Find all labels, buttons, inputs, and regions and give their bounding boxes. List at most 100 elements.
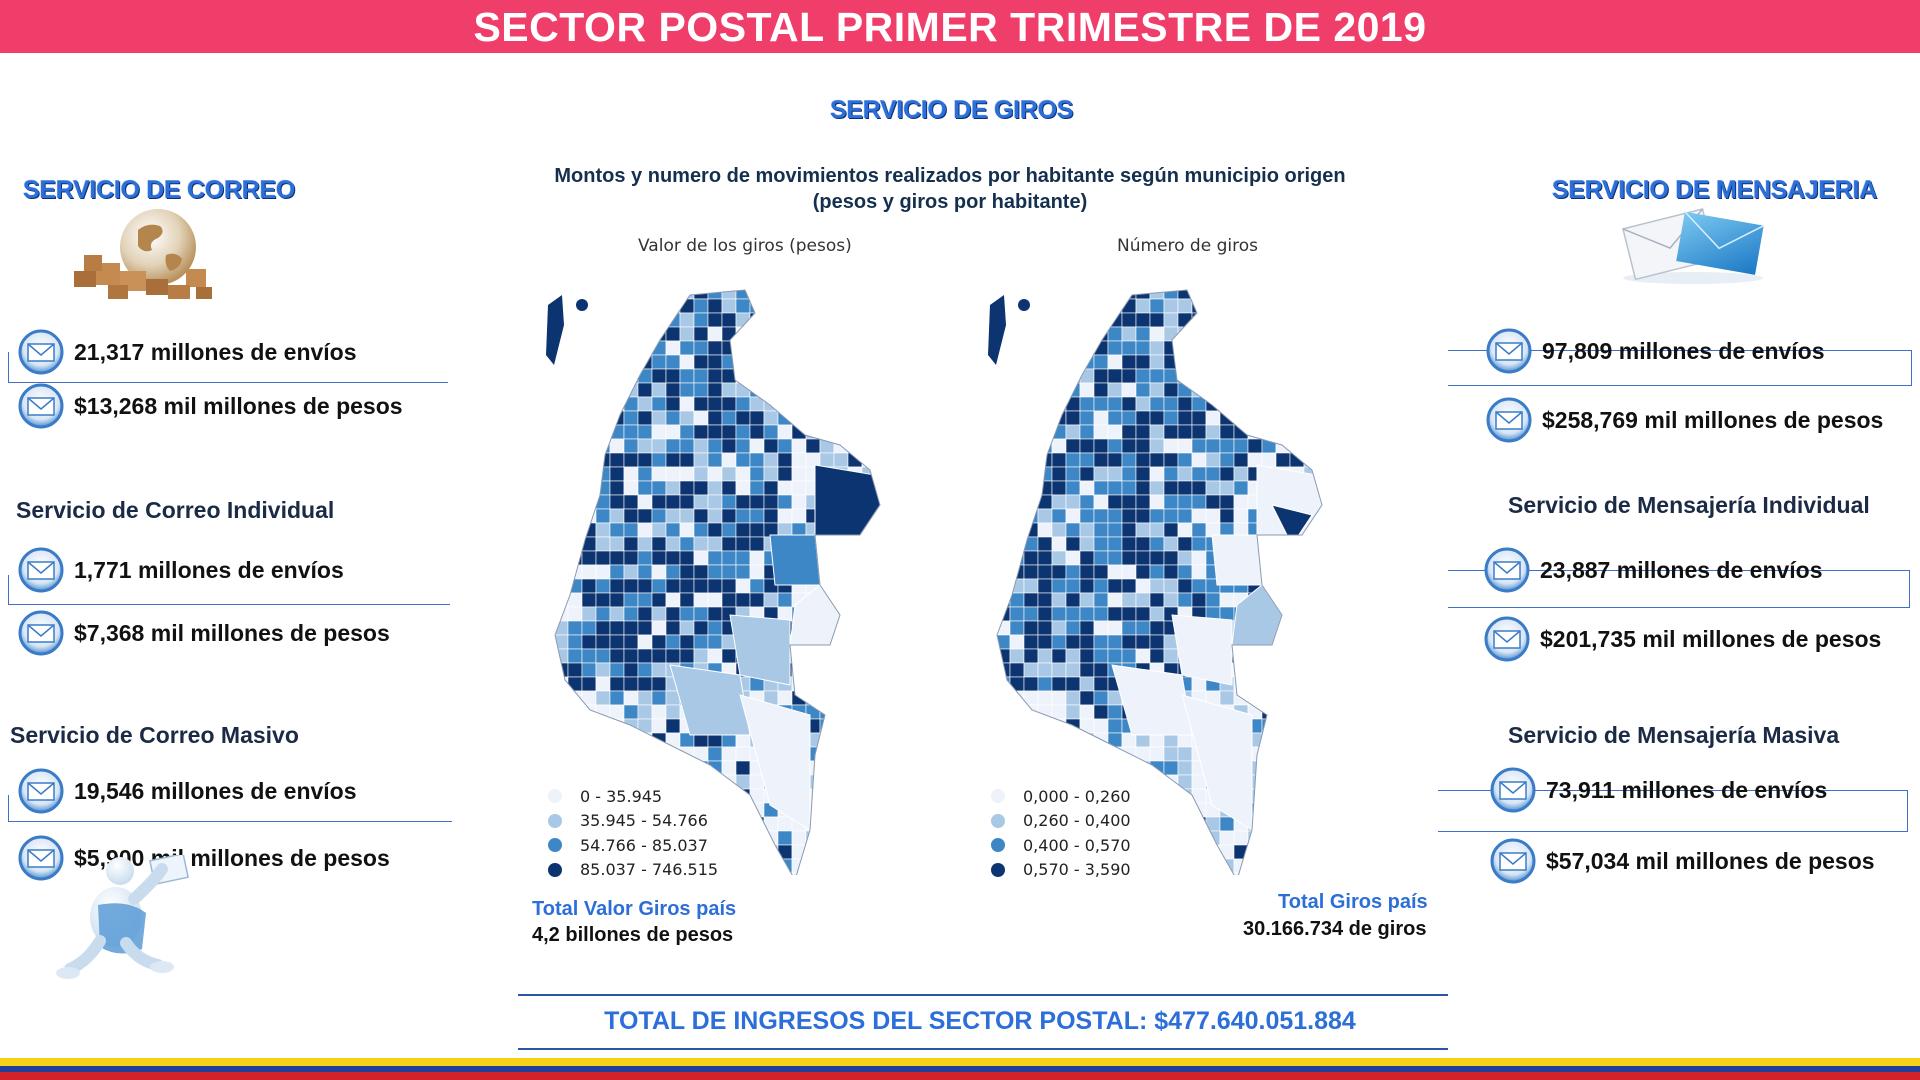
municipality-cell — [651, 494, 667, 510]
municipality-cell — [540, 383, 554, 397]
municipality-cell — [1247, 452, 1263, 468]
municipality-cell — [791, 326, 807, 342]
municipality-cell — [1275, 816, 1291, 832]
municipality-cell — [833, 592, 849, 608]
municipality-cell — [555, 550, 569, 566]
municipality-cell — [1317, 354, 1322, 370]
map-label-valor: Valor de los giros (pesos) — [638, 236, 852, 256]
municipality-cell — [982, 691, 996, 705]
municipality-cell — [623, 396, 639, 412]
municipality-cell — [1205, 326, 1221, 342]
municipality-cell — [777, 480, 793, 496]
municipality-cell — [1177, 578, 1193, 594]
municipality-cell — [595, 564, 611, 580]
municipality-cell — [651, 312, 667, 328]
municipality-cell — [1177, 424, 1193, 440]
municipality-cell — [1303, 648, 1319, 664]
municipality-cell — [540, 411, 554, 425]
municipality-cell — [1317, 858, 1322, 874]
municipality-cell — [1177, 508, 1193, 524]
municipality-cell — [609, 760, 625, 776]
municipality-cell — [861, 326, 877, 342]
envelope-icon — [1484, 547, 1530, 593]
municipality-cell — [847, 774, 863, 790]
municipality-cell — [1275, 844, 1291, 860]
municipality-cell — [567, 494, 583, 510]
municipality-cell — [665, 298, 681, 314]
municipality-cell — [982, 607, 996, 621]
municipality-cell — [1219, 816, 1235, 832]
municipality-cell — [1037, 452, 1053, 468]
municipality-cell — [1317, 290, 1322, 300]
municipality-cell — [555, 522, 569, 538]
municipality-cell — [861, 858, 877, 874]
municipality-cell — [763, 368, 779, 384]
municipality-cell — [735, 564, 751, 580]
municipality-cell — [735, 816, 751, 832]
municipality-cell — [875, 312, 880, 328]
municipality-cell — [1261, 676, 1277, 692]
municipality-cell — [651, 452, 667, 468]
municipality-cell — [1191, 340, 1207, 356]
municipality-cell — [1065, 480, 1081, 496]
municipality-cell — [1233, 326, 1249, 342]
municipality-cell — [1177, 368, 1193, 384]
municipality-cell — [982, 523, 996, 537]
municipality-cell — [693, 634, 709, 650]
municipality-cell — [555, 494, 569, 510]
municipality-cell — [777, 354, 793, 370]
municipality-cell — [875, 634, 880, 650]
municipality-cell — [555, 354, 569, 370]
envelope-icon — [1490, 767, 1536, 813]
correo-individual-title: Servicio de Correo Individual — [16, 497, 335, 523]
municipality-cell — [609, 396, 625, 412]
municipality-cell — [707, 564, 723, 580]
municipality-cell — [1303, 662, 1319, 678]
municipality-cell — [555, 438, 569, 454]
municipality-cell — [861, 704, 877, 720]
municipality-cell — [665, 410, 681, 426]
municipality-cell — [749, 494, 765, 510]
mensajeria-total-bracket — [1448, 350, 1912, 386]
municipality-cell — [637, 634, 653, 650]
municipality-cell — [1135, 830, 1151, 846]
municipality-cell — [819, 690, 835, 706]
municipality-cell — [1177, 298, 1193, 314]
municipality-cell — [777, 290, 793, 300]
municipality-cell — [1303, 858, 1319, 874]
municipality-cell — [1051, 550, 1067, 566]
municipality-cell — [595, 732, 611, 748]
municipality-cell — [890, 341, 904, 355]
municipality-cell — [861, 634, 877, 650]
municipality-cell — [735, 578, 751, 594]
municipality-cell — [595, 620, 611, 636]
municipality-cell — [735, 452, 751, 468]
municipality-cell — [1149, 312, 1165, 328]
municipality-cell — [623, 578, 639, 594]
municipality-cell — [665, 564, 681, 580]
municipality-cell — [1037, 620, 1053, 636]
municipality-cell — [1177, 830, 1193, 846]
municipality-cell — [982, 397, 996, 411]
municipality-cell — [567, 648, 583, 664]
municipality-cell — [833, 634, 849, 650]
municipality-cell — [833, 662, 849, 678]
municipality-cell — [665, 606, 681, 622]
municipality-cell — [861, 382, 877, 398]
municipality-cell — [1191, 844, 1207, 860]
municipality-cell — [651, 704, 667, 720]
municipality-cell — [609, 564, 625, 580]
municipality-cell — [890, 733, 904, 747]
municipality-cell — [1289, 578, 1305, 594]
municipality-cell — [1303, 438, 1319, 454]
municipality-cell — [833, 718, 849, 734]
municipality-cell — [567, 290, 583, 300]
municipality-cell — [1051, 452, 1067, 468]
municipality-cell — [1332, 621, 1346, 635]
municipality-cell — [651, 522, 667, 538]
municipality-cell — [609, 732, 625, 748]
municipality-cell — [721, 438, 737, 454]
municipality-cell — [555, 466, 569, 482]
municipality-cell — [1023, 718, 1039, 734]
municipality-cell — [567, 452, 583, 468]
